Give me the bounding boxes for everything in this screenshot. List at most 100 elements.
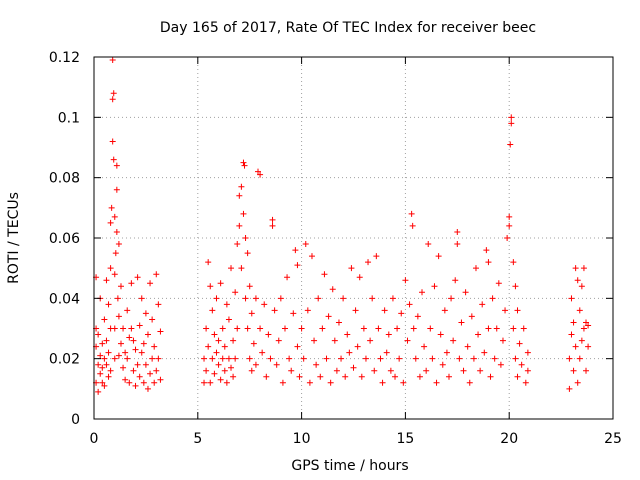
data-point — [126, 379, 133, 386]
data-point — [321, 271, 328, 278]
data-point — [466, 379, 473, 386]
data-point — [338, 355, 345, 362]
data-point — [130, 367, 137, 374]
data-point — [288, 367, 295, 374]
data-point — [375, 325, 382, 332]
data-point — [107, 219, 114, 226]
data-point — [109, 138, 116, 145]
data-point — [108, 204, 115, 211]
data-point — [99, 340, 106, 347]
data-point — [140, 340, 147, 347]
data-point — [221, 343, 228, 350]
data-point — [327, 379, 334, 386]
data-point — [95, 361, 102, 368]
data-point — [140, 379, 147, 386]
data-point — [460, 367, 467, 374]
data-point — [300, 355, 307, 362]
data-point — [107, 265, 114, 272]
data-point — [572, 343, 579, 350]
data-point — [130, 337, 137, 344]
data-point — [410, 325, 417, 332]
data-point — [419, 289, 426, 296]
data-point — [122, 376, 129, 383]
data-point — [228, 364, 235, 371]
data-point — [261, 301, 268, 308]
x-tick-label: 20 — [500, 431, 518, 447]
data-point — [219, 325, 226, 332]
data-point — [144, 331, 151, 338]
data-point — [128, 280, 135, 287]
data-point — [566, 355, 573, 362]
data-point — [311, 337, 318, 344]
data-points — [93, 57, 592, 395]
data-point — [507, 141, 514, 148]
data-point — [443, 349, 450, 356]
data-point — [409, 222, 416, 229]
data-point — [354, 343, 361, 350]
data-point — [308, 253, 315, 260]
data-point — [306, 379, 313, 386]
data-point — [142, 310, 149, 317]
data-point — [215, 361, 222, 368]
data-point — [246, 283, 253, 290]
data-point — [109, 96, 116, 103]
data-point — [115, 352, 122, 359]
data-point — [566, 385, 573, 392]
data-point — [236, 192, 243, 199]
data-point — [153, 271, 160, 278]
data-point — [109, 57, 116, 64]
data-point — [412, 355, 419, 362]
data-point — [103, 337, 110, 344]
data-point — [252, 361, 259, 368]
data-point — [574, 379, 581, 386]
data-point — [462, 289, 469, 296]
data-point — [435, 253, 442, 260]
data-point — [583, 319, 590, 326]
data-point — [362, 355, 369, 362]
data-point — [570, 367, 577, 374]
data-point — [508, 114, 515, 121]
data-point — [153, 367, 160, 374]
data-point — [242, 235, 249, 241]
data-point — [211, 331, 218, 338]
data-point — [225, 355, 232, 362]
data-point — [136, 322, 143, 329]
data-point — [580, 325, 587, 332]
x-axis-label: GPS time / hours — [291, 458, 408, 474]
data-point — [520, 325, 527, 332]
data-point — [275, 337, 282, 344]
data-point — [392, 373, 399, 380]
data-point — [273, 361, 280, 368]
data-point — [259, 349, 266, 356]
data-point — [126, 334, 133, 341]
data-point — [223, 301, 230, 308]
data-point — [510, 259, 517, 266]
data-point — [576, 307, 583, 314]
data-point — [504, 235, 511, 241]
data-point — [201, 379, 208, 386]
data-point — [107, 367, 114, 374]
data-point — [279, 379, 286, 386]
data-point — [103, 277, 110, 284]
data-point — [113, 162, 120, 169]
data-point — [342, 373, 349, 380]
data-point — [495, 280, 502, 287]
data-point — [485, 259, 492, 266]
data-point — [294, 343, 301, 350]
data-point — [404, 337, 411, 344]
data-point — [115, 241, 122, 248]
data-point — [223, 379, 230, 386]
data-point — [485, 325, 492, 332]
data-point — [209, 355, 216, 362]
data-point — [518, 361, 525, 368]
data-point — [356, 274, 363, 281]
data-point — [103, 361, 110, 368]
data-point — [433, 379, 440, 386]
data-point — [232, 355, 239, 362]
data-point — [101, 316, 108, 323]
data-point — [572, 265, 579, 272]
data-point — [578, 283, 585, 290]
data-point — [138, 349, 145, 356]
data-point — [502, 307, 509, 314]
